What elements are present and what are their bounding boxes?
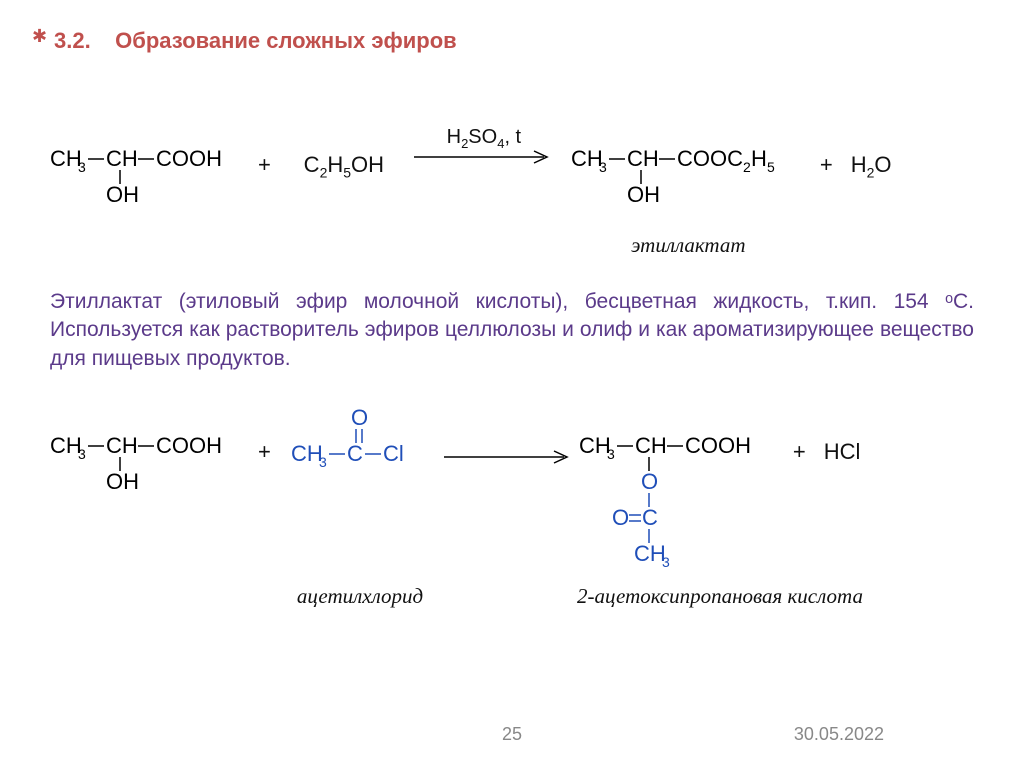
svg-text:OH: OH xyxy=(627,182,660,207)
svg-text:3: 3 xyxy=(599,159,607,175)
heading-number: 3.2. xyxy=(54,28,91,53)
svg-text:CH: CH xyxy=(571,146,603,171)
svg-text:COOH: COOH xyxy=(156,146,222,171)
svg-text:CH: CH xyxy=(634,541,666,566)
svg-text:OH: OH xyxy=(106,469,139,494)
page-number: 25 xyxy=(502,724,522,745)
molecule-acetoxy-propanoic: CH 3 CH COOH O O C CH 3 xyxy=(579,433,779,573)
svg-text:C: C xyxy=(642,505,658,530)
plus-sign: + xyxy=(250,439,279,465)
molecule-water: H2O xyxy=(851,152,892,180)
label-acetoxy-acid: 2-ацетоксипропановая кислота xyxy=(550,584,890,609)
description-paragraph: Этиллактат (этиловый эфир молочной кисло… xyxy=(50,288,974,373)
svg-text:CH: CH xyxy=(635,433,667,458)
molecule-lactic-acid: CH 3 CH COOH OH xyxy=(50,146,250,210)
svg-text:Cl: Cl xyxy=(383,441,404,466)
section-heading: 3.2. Образование сложных эфиров xyxy=(54,28,974,54)
molecule-acetyl-chloride: O CH 3 C Cl xyxy=(279,409,439,479)
reaction-arrow-2 xyxy=(439,447,579,472)
svg-text:3: 3 xyxy=(319,454,327,470)
svg-text:2: 2 xyxy=(743,159,751,175)
plus-sign: + xyxy=(785,439,814,465)
svg-text:3: 3 xyxy=(662,554,670,570)
plus-sign: + xyxy=(812,152,841,178)
page-date: 30.05.2022 xyxy=(794,724,884,745)
svg-text:O: O xyxy=(351,409,368,430)
svg-text:C: C xyxy=(347,441,363,466)
svg-text:COOH: COOH xyxy=(156,433,222,458)
svg-text:CH: CH xyxy=(106,146,138,171)
molecule-ethanol: C2H5OH xyxy=(279,152,409,180)
svg-text:3: 3 xyxy=(78,446,86,462)
reaction-arrow-1: H2SO4, t xyxy=(409,126,559,167)
svg-text:O: O xyxy=(612,505,629,530)
svg-text:CH: CH xyxy=(50,146,82,171)
svg-text:CH: CH xyxy=(579,433,611,458)
svg-text:CH: CH xyxy=(291,441,323,466)
svg-text:3: 3 xyxy=(78,159,86,175)
svg-text:OH: OH xyxy=(106,182,139,207)
bullet-star-icon: ✱ xyxy=(32,26,47,47)
product-label-ethyllactate: этиллактат xyxy=(571,233,806,258)
svg-text:3: 3 xyxy=(607,446,615,462)
reaction-2: CH 3 CH COOH OH + O CH 3 C Cl xyxy=(50,409,974,578)
reaction2-labels: ацетилхлорид 2-ацетоксипропановая кислот… xyxy=(50,584,974,609)
reaction-1: CH 3 CH COOH OH + C2H5OH H2SO4, t CH xyxy=(50,146,974,258)
plus-sign: + xyxy=(250,152,279,178)
svg-text:CH: CH xyxy=(50,433,82,458)
svg-text:COOC: COOC xyxy=(677,146,743,171)
svg-text:CH: CH xyxy=(627,146,659,171)
svg-text:O: O xyxy=(641,469,658,494)
molecule-ethyl-lactate: CH 3 CH COOC 2 H 5 OH xyxy=(571,146,806,210)
svg-text:COOH: COOH xyxy=(685,433,751,458)
svg-text:5: 5 xyxy=(767,159,775,175)
molecule-lactic-acid-2: CH 3 CH COOH OH xyxy=(50,433,250,497)
svg-text:CH: CH xyxy=(106,433,138,458)
heading-title: Образование сложных эфиров xyxy=(115,28,457,53)
slide: ✱ 3.2. Образование сложных эфиров CH 3 C… xyxy=(0,0,1024,767)
label-acetyl-chloride: ацетилхлорид xyxy=(270,584,450,609)
molecule-hcl: HCl xyxy=(824,439,861,465)
svg-text:H: H xyxy=(751,146,767,171)
